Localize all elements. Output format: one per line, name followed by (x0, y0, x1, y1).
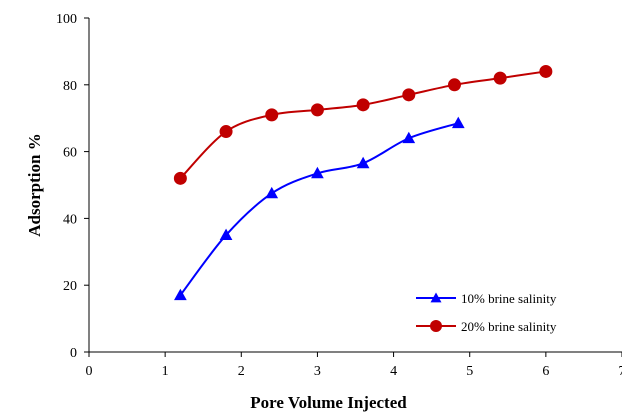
legend-entry-1: 10% brine salinity (416, 291, 557, 306)
y-tick-label: 100 (56, 12, 77, 27)
data-point-circle (539, 64, 553, 78)
data-point-circle (356, 98, 370, 112)
data-point-triangle (219, 228, 233, 240)
legend: 10% brine salinity 20% brine salinity (416, 291, 557, 334)
legend-entry-2: 20% brine salinity (416, 319, 557, 334)
x-tick-label: 7 (619, 364, 622, 379)
data-point-circle (310, 103, 324, 117)
legend-label-1: 10% brine salinity (461, 291, 557, 306)
y-tick-label: 80 (63, 79, 77, 94)
series-group (173, 64, 553, 301)
x-tick-label: 2 (238, 364, 245, 379)
legend-marker-circle (430, 320, 442, 332)
data-point-circle (265, 108, 279, 122)
data-point-triangle (174, 288, 187, 301)
x-tick-label: 1 (162, 364, 169, 379)
x-axis-ticks: 0 1 2 3 4 5 6 7 (86, 352, 622, 379)
y-tick-label: 40 (63, 212, 77, 227)
data-point-circle (402, 88, 416, 102)
series-2 (173, 64, 553, 185)
axes (88, 18, 622, 353)
legend-label-2: 20% brine salinity (461, 319, 557, 334)
series-1 (174, 116, 465, 301)
x-tick-label: 0 (86, 364, 93, 379)
x-tick-label: 4 (390, 364, 397, 379)
data-point-circle (173, 171, 187, 185)
x-tick-label: 5 (466, 364, 473, 379)
data-point-circle (493, 71, 507, 85)
data-point-triangle (402, 131, 416, 144)
y-tick-label: 0 (70, 346, 77, 361)
data-point-triangle (265, 186, 279, 199)
y-tick-label: 20 (63, 279, 77, 294)
y-tick-label: 60 (63, 146, 77, 161)
data-point-triangle (311, 166, 324, 179)
legend-marker-triangle (430, 292, 442, 303)
x-axis-title: Pore Volume Injected (250, 393, 407, 412)
y-axis-title: Adsorption % (25, 133, 44, 236)
y-axis-ticks: 0 20 40 60 80 100 (56, 12, 89, 361)
x-tick-label: 6 (542, 364, 549, 379)
series-line (179, 122, 459, 296)
data-point-triangle (356, 156, 370, 169)
data-point-circle (219, 125, 233, 139)
data-point-circle (447, 78, 461, 92)
data-point-triangle (451, 116, 465, 129)
x-tick-label: 3 (314, 364, 321, 379)
